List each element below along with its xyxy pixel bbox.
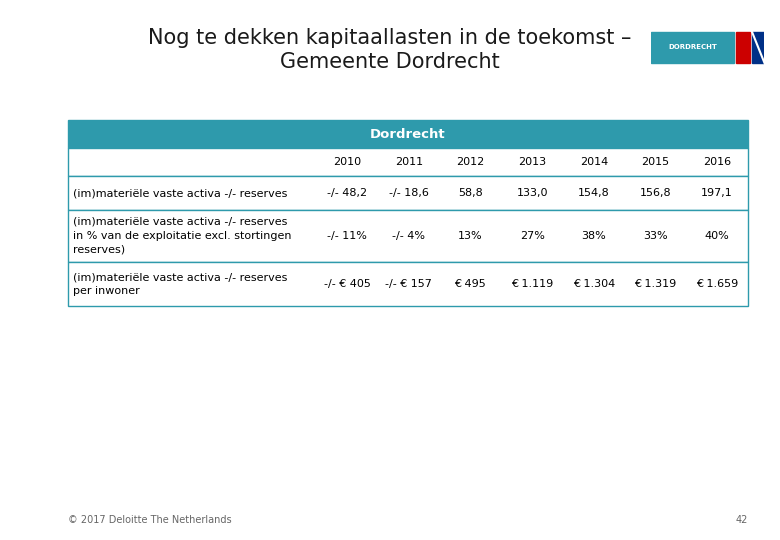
Text: Nog te dekken kapitaallasten in de toekomst –: Nog te dekken kapitaallasten in de toeko… [148,28,632,48]
Text: 42: 42 [736,515,748,525]
Text: € 1.304: € 1.304 [573,279,615,289]
Text: € 1.319: € 1.319 [634,279,676,289]
Text: Gemeente Dordrecht: Gemeente Dordrecht [280,52,500,72]
Text: -/- € 405: -/- € 405 [324,279,370,289]
Text: 13%: 13% [458,231,483,241]
Text: -/- 48,2: -/- 48,2 [327,188,367,198]
Text: -/- 11%: -/- 11% [327,231,367,241]
Text: © 2017 Deloitte The Netherlands: © 2017 Deloitte The Netherlands [68,515,232,525]
Bar [752,32,764,63]
Bar [651,32,734,63]
Text: 2016: 2016 [703,157,731,167]
Text: € 1.659: € 1.659 [696,279,739,289]
Text: 2014: 2014 [580,157,608,167]
Text: € 495: € 495 [455,279,486,289]
Text: 58,8: 58,8 [458,188,483,198]
Text: € 1.119: € 1.119 [511,279,553,289]
Text: 2012: 2012 [456,157,484,167]
Text: (im)materiële vaste activa -/- reserves
in % van de exploitatie excl. stortingen: (im)materiële vaste activa -/- reserves … [73,217,292,255]
Text: 2010: 2010 [333,157,361,167]
Bar [68,176,748,210]
Text: 2015: 2015 [641,157,669,167]
Text: 40%: 40% [705,231,729,241]
Bar [68,120,748,148]
Text: 38%: 38% [581,231,606,241]
Bar [736,32,750,63]
Text: 27%: 27% [519,231,544,241]
Text: Dordrecht: Dordrecht [370,127,446,140]
Text: DORDRECHT: DORDRECHT [668,44,717,50]
Text: (im)materiële vaste activa -/- reserves: (im)materiële vaste activa -/- reserves [73,188,287,198]
Text: -/- 4%: -/- 4% [392,231,425,241]
Bar [68,148,748,176]
Text: 154,8: 154,8 [578,188,610,198]
Text: -/- € 157: -/- € 157 [385,279,432,289]
Text: 197,1: 197,1 [701,188,733,198]
Text: (im)materiële vaste activa -/- reserves
per inwoner: (im)materiële vaste activa -/- reserves … [73,272,287,296]
Text: 33%: 33% [644,231,668,241]
Bar [68,262,748,306]
Text: -/- 18,6: -/- 18,6 [388,188,429,198]
Text: 2013: 2013 [518,157,546,167]
Text: 156,8: 156,8 [640,188,672,198]
Text: 133,0: 133,0 [516,188,548,198]
Text: 2011: 2011 [395,157,423,167]
Bar [68,210,748,262]
